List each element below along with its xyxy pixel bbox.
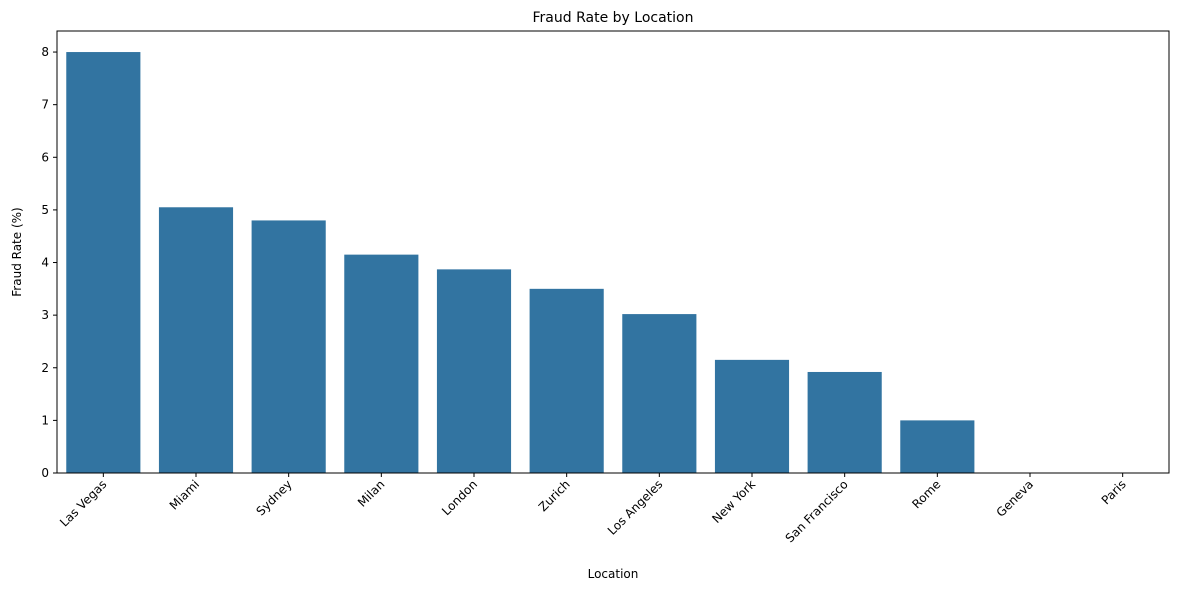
bars-group [66,52,975,474]
bar-las-vegas [66,52,141,474]
y-axis: 0 1 2 3 4 5 6 7 8 [41,45,57,480]
x-tick-label: Miami [167,477,202,512]
y-tick-label: 0 [41,466,49,480]
y-tick-label: 2 [41,361,49,375]
y-tick-label: 3 [41,308,49,322]
x-tick-label: Paris [1099,477,1129,507]
bar-san-francisco [807,371,882,473]
bar-sydney [251,220,326,473]
x-tick-label: Sydney [253,477,294,518]
x-axis: Las Vegas Miami Sydney Milan London Zurich Los… [57,473,1129,545]
bar-miami [158,207,234,473]
x-tick-label: Las Vegas [57,477,109,529]
y-tick-label: 6 [41,150,49,164]
x-tick-label: Geneva [994,477,1037,520]
y-tick-label: 4 [41,256,49,270]
bar-milan [344,254,419,473]
x-tick-label: Zurich [536,477,573,514]
x-axis-label: Location [588,567,639,581]
y-axis-label: Fraud Rate (%) [10,207,24,296]
y-tick-label: 5 [41,203,49,217]
bar-new-york [714,359,790,473]
y-tick-label: 1 [41,413,49,427]
x-tick-label: Los Angeles [605,477,666,538]
bar-rome [900,420,975,473]
x-tick-label: Rome [909,477,943,511]
x-tick-label: London [439,477,480,518]
bar-los-angeles [622,314,697,473]
x-tick-label: Milan [355,477,388,510]
x-tick-label: New York [709,477,758,526]
y-tick-label: 7 [41,98,49,112]
chart-title: Fraud Rate by Location [533,10,694,26]
plot-frame [56,30,1170,474]
bar-zurich [529,288,604,473]
y-tick-label: 8 [41,45,49,59]
x-tick-label: San Francisco [783,477,851,545]
bar-london [436,269,512,473]
